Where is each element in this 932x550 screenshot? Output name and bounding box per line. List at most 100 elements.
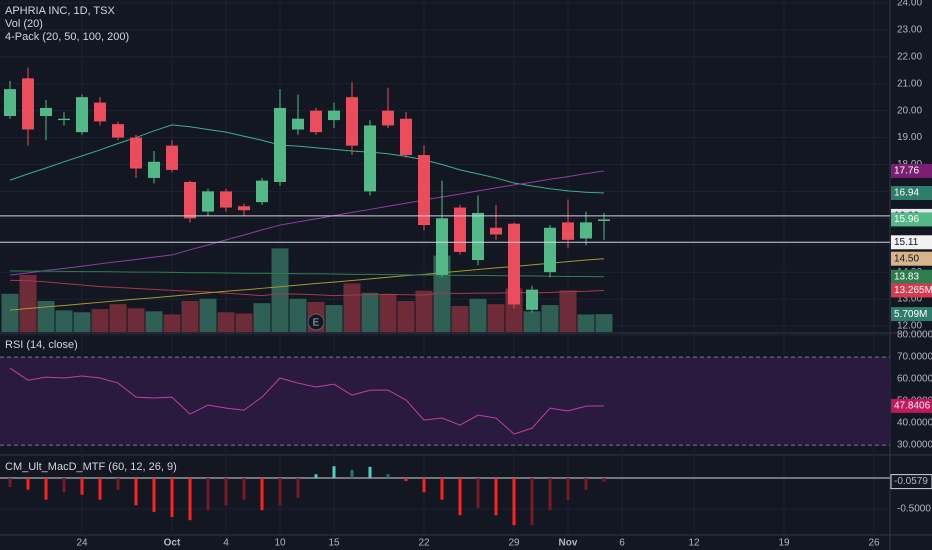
histogram-bar	[26, 478, 30, 490]
candle-body	[544, 227, 556, 273]
moving-average-line	[9, 124, 605, 194]
volume-bar	[343, 283, 361, 332]
volume-bar	[361, 292, 379, 332]
volume-bar	[145, 311, 163, 332]
histogram-bar	[98, 478, 102, 500]
moving-average-line	[9, 258, 605, 311]
candle-body	[328, 110, 340, 121]
indicator-label: 4-Pack (20, 50, 100, 200)	[5, 31, 129, 43]
volume-bar	[235, 313, 253, 332]
y-tick-label: 20.00	[897, 105, 922, 116]
price-tag	[890, 474, 932, 490]
earnings-marker-label: E	[313, 318, 320, 329]
histogram-bar	[386, 474, 390, 479]
price-tag-label: 17.76	[894, 166, 919, 177]
price-tag	[891, 251, 932, 266]
histogram-bar	[494, 478, 498, 516]
histogram-bar	[296, 478, 300, 498]
candle-body	[4, 89, 16, 117]
y-tick-label: 80.0000	[897, 330, 932, 341]
x-tick-label: 6	[619, 538, 625, 549]
x-tick-label: 10	[274, 538, 286, 549]
histogram-bar	[242, 478, 246, 500]
volume-bar	[541, 305, 559, 332]
volume-ma-line	[9, 279, 605, 297]
price-tag-label: 14.50	[894, 253, 919, 264]
volume-bar	[1, 293, 19, 332]
candle-body	[436, 218, 448, 275]
x-tick-label: 24	[76, 538, 88, 549]
y-tick-label: 40.0000	[897, 418, 932, 429]
price-tag-label: 15.96	[894, 214, 919, 225]
histogram-bar	[368, 466, 372, 479]
candle-body	[346, 97, 358, 146]
candle-body	[94, 102, 106, 122]
volume-bar	[91, 309, 109, 332]
earnings-marker	[307, 313, 325, 331]
volume-label: Vol (20)	[5, 18, 43, 30]
histogram-bar	[260, 478, 264, 511]
volume-bar	[469, 298, 487, 332]
candle-body	[382, 110, 394, 126]
volume-bar	[37, 300, 55, 332]
volume-bar	[253, 303, 271, 332]
histogram-bar	[404, 478, 408, 482]
price-tag	[891, 163, 932, 178]
histogram-bar	[476, 478, 480, 508]
volume-bar	[523, 311, 541, 332]
y-tick-label: 13.00	[897, 294, 922, 305]
histogram-bar	[188, 478, 192, 521]
price-tag	[891, 307, 932, 322]
x-tick-label: 19	[778, 538, 790, 549]
candle-body	[58, 118, 70, 121]
y-tick-label: 12.00	[897, 321, 922, 332]
histogram-bar	[422, 478, 426, 493]
volume-bar	[55, 310, 73, 332]
price-tag	[891, 398, 932, 413]
price-tag-label: -0.0579	[894, 476, 928, 487]
histogram-bar	[584, 478, 588, 490]
candle-body	[598, 219, 610, 222]
volume-bar	[595, 314, 613, 332]
volume-bar	[73, 312, 91, 332]
y-tick-label: 23.00	[897, 25, 922, 36]
histogram-bar	[206, 478, 210, 511]
volume-bar	[451, 306, 469, 332]
candle-body	[562, 222, 574, 240]
candle-body	[112, 124, 124, 138]
histogram-bar	[512, 478, 516, 526]
volume-bar	[487, 304, 505, 332]
candle-body	[238, 206, 250, 211]
histogram-bar	[44, 478, 48, 500]
price-tag	[891, 235, 932, 250]
price-tag-label: 47.8406	[894, 400, 931, 411]
candle-body	[76, 97, 88, 133]
y-tick-label: 22.00	[897, 51, 922, 62]
histogram-bar	[278, 478, 282, 506]
histogram-bar	[62, 478, 66, 493]
candle-body	[526, 289, 538, 310]
volume-bar	[577, 314, 595, 332]
price-tag-label: 13.265M	[894, 285, 932, 296]
candle-body	[472, 212, 484, 261]
histogram-bar	[350, 469, 354, 479]
histogram-bar	[314, 474, 318, 479]
volume-bar	[19, 274, 37, 332]
y-tick-label: 60.0000	[897, 374, 932, 385]
candle-body	[508, 223, 520, 305]
candle-body	[490, 227, 502, 235]
x-tick-label: 29	[508, 538, 520, 549]
x-tick-label: Nov	[559, 538, 578, 549]
candle-body	[220, 191, 232, 208]
y-tick-label: 24.00	[897, 0, 922, 9]
x-tick-label: 22	[418, 538, 430, 549]
moving-average-line	[9, 170, 605, 276]
y-tick-label: 30.0000	[897, 440, 932, 451]
y-tick-label: 21.00	[897, 78, 922, 89]
candle-body	[166, 145, 178, 170]
histogram-bar	[530, 478, 534, 526]
plot	[0, 67, 890, 526]
